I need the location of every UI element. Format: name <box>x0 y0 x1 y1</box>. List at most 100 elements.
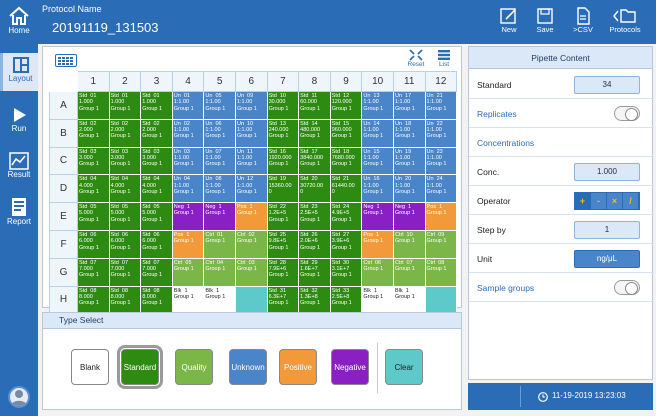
plate-well[interactable]: Std 22 1.2E+5 Group 1 <box>266 202 300 231</box>
plate-well[interactable]: Un 12 1:1.00 Group 1 <box>234 174 268 204</box>
type-blank-button[interactable]: Blank <box>71 349 109 385</box>
plate-well[interactable]: Std 16 1920.000 Group 1 <box>266 146 300 176</box>
plate-well[interactable]: Ctrl 03 Group 1 <box>234 257 268 287</box>
save-button[interactable]: Save <box>528 7 562 34</box>
avatar[interactable] <box>8 386 30 408</box>
plate-well[interactable]: Un 20 1:1.00 Group 1 <box>392 174 426 204</box>
plate-well[interactable]: Std 32 1.3E+8 Group 1 <box>298 285 331 315</box>
plate-well[interactable]: Std 05 5.000 Group 1 <box>77 202 110 231</box>
plate-well[interactable]: Un 08 1:1.00 Group 1 <box>203 174 236 204</box>
plate-well[interactable]: Ctrl 06 Group 1 <box>361 257 394 287</box>
plate-well[interactable]: Std 04 4.000 Group 1 <box>140 174 173 204</box>
plate-well[interactable]: Std 07 7.000 Group 1 <box>77 257 110 287</box>
plate-well[interactable]: Std 06 6.000 Group 1 <box>77 229 110 259</box>
plate-well[interactable]: Std 03 3.000 Group 1 <box>77 146 110 176</box>
plate-well[interactable]: Pos 1 Group 1 <box>361 229 394 259</box>
standard-input[interactable]: 34 <box>574 76 640 94</box>
plate-well[interactable]: Std 10 30.000 Group 1 <box>266 91 300 120</box>
export-csv-button[interactable]: >CSV <box>566 7 600 34</box>
column-header[interactable]: 8 <box>298 71 331 92</box>
type-positive-button[interactable]: Positive <box>279 349 317 385</box>
plate-well[interactable]: Std 06 6.000 Group 1 <box>140 229 173 259</box>
plate-well[interactable]: Std 19 15360.00 0 <box>266 174 300 204</box>
plate-well[interactable]: Std 02 2.000 Group 1 <box>77 118 110 148</box>
row-header[interactable]: A <box>49 91 78 120</box>
plate-well[interactable]: Std 05 5.000 Group 1 <box>108 202 142 231</box>
protocol-name-value[interactable]: 20191119_131503 <box>52 20 159 35</box>
plate-well[interactable]: Neg 1 Group 1 <box>203 202 236 231</box>
type-clear-button[interactable]: Clear <box>385 349 423 385</box>
column-header[interactable]: 6 <box>234 71 268 92</box>
plate-well[interactable]: Pos 1 Group 1 <box>234 202 268 231</box>
plate-well[interactable]: Un 13 1:1.00 Group 1 <box>361 91 394 120</box>
plate-well[interactable]: Un 07 1:1.00 Group 1 <box>203 146 236 176</box>
plate-well[interactable]: Un 03 1:1.00 Group 1 <box>171 146 205 176</box>
plate-well[interactable]: Std 03 3.000 Group 1 <box>108 146 142 176</box>
plate-well[interactable]: Std 29 1.6E+7 Group 1 <box>298 257 331 287</box>
list-button[interactable]: List <box>433 49 455 68</box>
plate-well[interactable]: Un 23 1:1.00 Group 1 <box>424 146 458 176</box>
plate-well[interactable]: Neg 1 Group 1 <box>171 202 205 231</box>
plate-well[interactable]: Std 04 4.000 Group 1 <box>108 174 142 204</box>
plate-well[interactable]: Std 14 480.000 Group 1 <box>298 118 331 148</box>
type-negative-button[interactable]: Negative <box>331 349 369 385</box>
operator-button[interactable]: / <box>623 193 639 209</box>
plate-well[interactable]: Un 10 1:1.00 Group 1 <box>234 118 268 148</box>
plate-well[interactable]: Un 05 1:1.00 Group 1 <box>203 91 236 120</box>
plate-well[interactable]: Un 21 1:1.00 Group 1 <box>424 91 458 120</box>
plate-well[interactable]: Std 07 7.000 Group 1 <box>108 257 142 287</box>
plate-well[interactable]: Std 20 30720.00 0 <box>298 174 331 204</box>
plate-well[interactable]: Std 07 7.000 Group 1 <box>140 257 173 287</box>
plate-well[interactable]: Std 17 3840.000 Group 1 <box>298 146 331 176</box>
type-quality-button[interactable]: Quality <box>175 349 213 385</box>
plate-well[interactable]: Std 13 240.000 Group 1 <box>266 118 300 148</box>
row-header[interactable]: E <box>49 202 78 231</box>
plate-well[interactable]: Un 17 1:1.00 Group 1 <box>392 91 426 120</box>
sidebar-item-layout[interactable]: Layout <box>0 53 38 91</box>
plate-well[interactable]: Std 06 6.000 Group 1 <box>108 229 142 259</box>
plate-well[interactable]: Blk 1 Group 1 <box>361 285 394 315</box>
keypad-button[interactable] <box>55 54 77 67</box>
plate-well[interactable]: Std 24 4.9E+5 Group 1 <box>329 202 363 231</box>
sidebar-item-report[interactable]: Report <box>0 197 38 226</box>
plate-well[interactable]: Ctrl 10 Group 1 <box>392 229 426 259</box>
sample-groups-toggle[interactable] <box>614 280 640 295</box>
plate-well[interactable]: Std 15 960.000 Group 1 <box>329 118 363 148</box>
plate-well[interactable]: Std 11 60.000 Group 1 <box>298 91 331 120</box>
plate-well[interactable]: Std 01 1.000 Group 1 <box>140 91 173 120</box>
column-header[interactable]: 2 <box>108 71 142 92</box>
plate-well[interactable]: Std 01 1.000 Group 1 <box>77 91 110 120</box>
plate-well[interactable]: Std 05 5.000 Group 1 <box>140 202 173 231</box>
plate-well[interactable]: Un 16 1:1.00 Group 1 <box>361 174 394 204</box>
plate-well[interactable]: Blk 1 Group 1 <box>171 285 205 315</box>
new-button[interactable]: New <box>492 7 526 34</box>
plate-well[interactable]: Neg 1 Group 1 <box>361 202 394 231</box>
plate-well[interactable]: Un 24 1:1.00 Group 1 <box>424 174 458 204</box>
row-header[interactable]: F <box>49 229 78 259</box>
plate-well[interactable]: Pos 1 Group 1 <box>171 229 205 259</box>
row-header[interactable]: G <box>49 257 78 287</box>
plate-well[interactable]: Std 08 8.000 Group 1 <box>108 285 142 315</box>
plate-well[interactable] <box>234 285 268 315</box>
column-header[interactable]: 1 <box>77 71 110 92</box>
protocols-button[interactable]: Protocols <box>608 7 642 34</box>
operator-button[interactable]: × <box>607 193 623 209</box>
plate-well[interactable]: Neg 1 Group 1 <box>392 202 426 231</box>
plate-well[interactable]: Std 02 2.000 Group 1 <box>140 118 173 148</box>
plate-well[interactable]: Std 02 2.000 Group 1 <box>108 118 142 148</box>
plate-well[interactable]: Std 04 4.000 Group 1 <box>77 174 110 204</box>
plate-well[interactable]: Std 33 2.5E+8 Group 1 <box>329 285 363 315</box>
type-standard-button[interactable]: Standard <box>117 345 163 389</box>
plate-well[interactable]: Pos 1 Group 1 <box>424 202 458 231</box>
type-unknown-button[interactable]: Unknown <box>229 349 267 385</box>
plate-well[interactable]: Un 11 1:1.00 Group 1 <box>234 146 268 176</box>
plate-well[interactable]: Ctrl 05 Group 1 <box>171 257 205 287</box>
plate-well[interactable]: Un 15 1:1.00 Group 1 <box>361 146 394 176</box>
plate-well[interactable]: Std 31 6.3E+7 Group 1 <box>266 285 300 315</box>
plate-well[interactable]: Std 27 3.9E+6 Group 1 <box>329 229 363 259</box>
plate-well[interactable]: Un 22 1:1.00 Group 1 <box>424 118 458 148</box>
plate-well[interactable]: Un 19 1:1.00 Group 1 <box>392 146 426 176</box>
column-header[interactable]: 5 <box>203 71 236 92</box>
home-button[interactable]: Home <box>0 6 38 35</box>
column-header[interactable]: 3 <box>140 71 173 92</box>
